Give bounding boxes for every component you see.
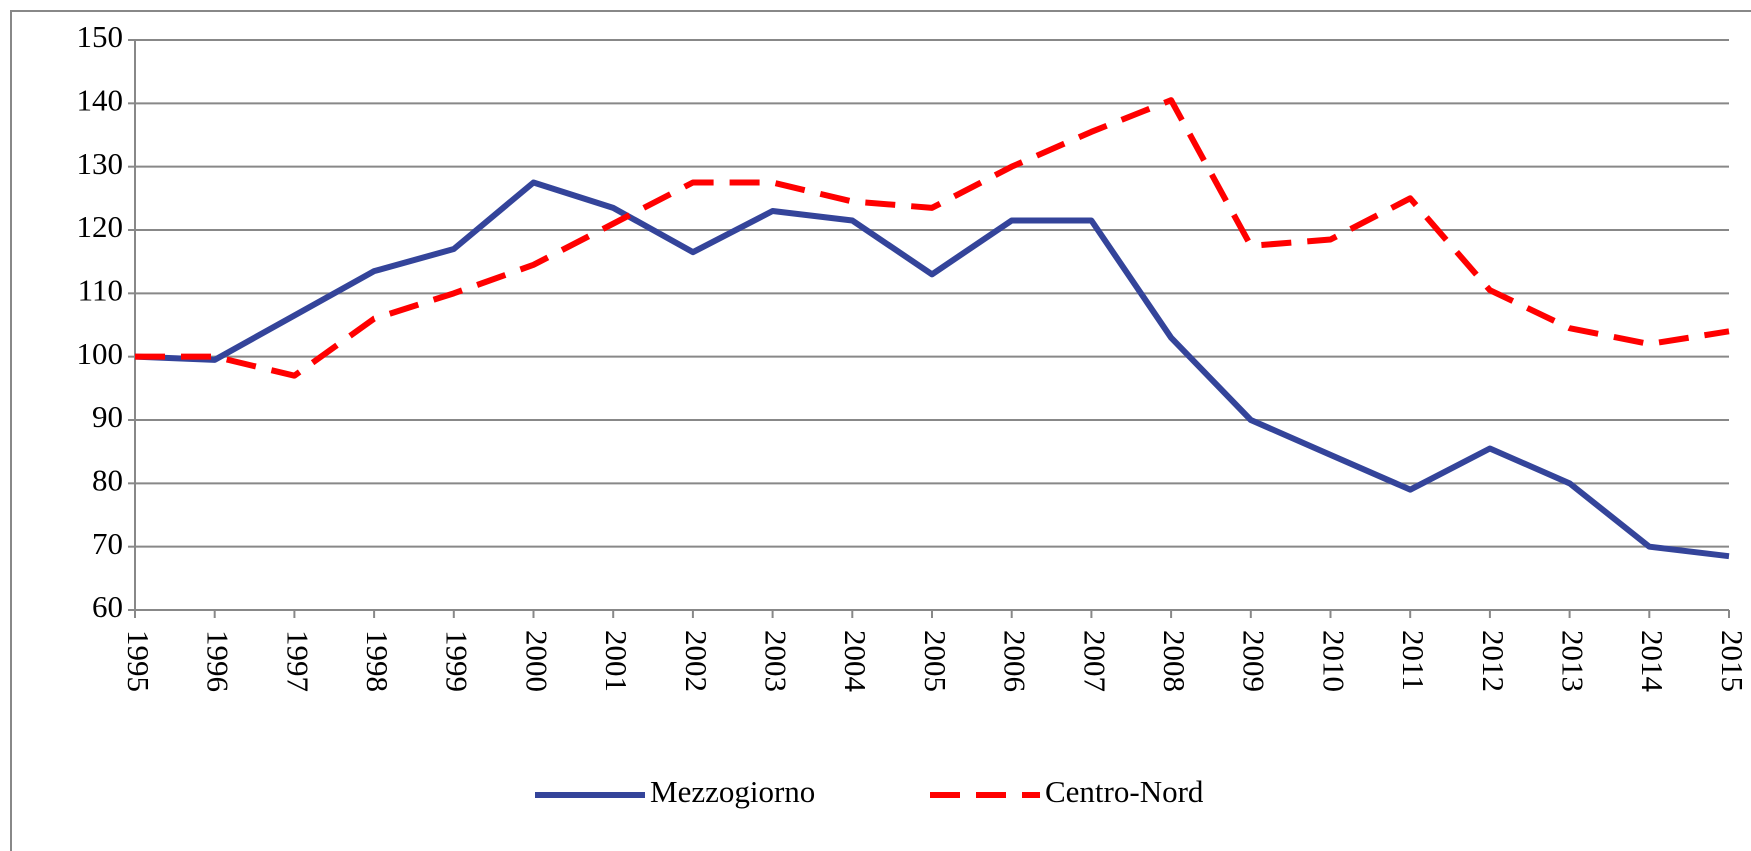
y-tick-label: 100 [77,336,124,371]
x-tick-label: 1998 [360,630,395,692]
x-tick-label: 2012 [1476,630,1511,692]
x-tick-label: 2010 [1316,630,1351,692]
x-tick-label: 2015 [1715,630,1750,692]
x-tick-label: 2004 [838,630,873,693]
x-tick-label: 2013 [1555,630,1590,692]
x-tick-label: 2003 [758,630,793,692]
x-tick-label: 1995 [121,630,156,692]
chart-frame [10,10,1751,851]
y-tick-label: 90 [92,399,123,434]
legend-label: Mezzogiorno [650,774,815,809]
x-tick-label: 2008 [1157,630,1192,692]
x-tick-label: 2014 [1635,630,1670,693]
x-tick-label: 1999 [440,630,475,692]
y-tick-label: 130 [77,146,124,181]
x-tick-label: 2009 [1237,630,1272,692]
y-tick-label: 120 [77,209,124,244]
x-tick-label: 2006 [998,630,1033,692]
x-tick-label: 1996 [201,630,236,692]
legend-label: Centro-Nord [1045,774,1204,809]
x-tick-label: 2000 [519,630,554,692]
y-tick-label: 80 [92,462,123,497]
x-tick-label: 2011 [1396,630,1431,691]
x-tick-label: 2002 [679,630,714,692]
x-tick-label: 1997 [280,630,315,692]
series-line [134,179,1730,560]
x-tick-label: 2005 [918,630,953,692]
series-line [135,97,1730,379]
y-tick-label: 150 [77,19,124,54]
x-tick-label: 2001 [599,630,634,692]
y-tick-label: 140 [77,82,124,117]
x-tick-label: 2007 [1077,630,1112,692]
y-tick-label: 110 [78,272,123,307]
y-tick-label: 60 [92,589,123,624]
y-tick-label: 70 [92,526,123,561]
